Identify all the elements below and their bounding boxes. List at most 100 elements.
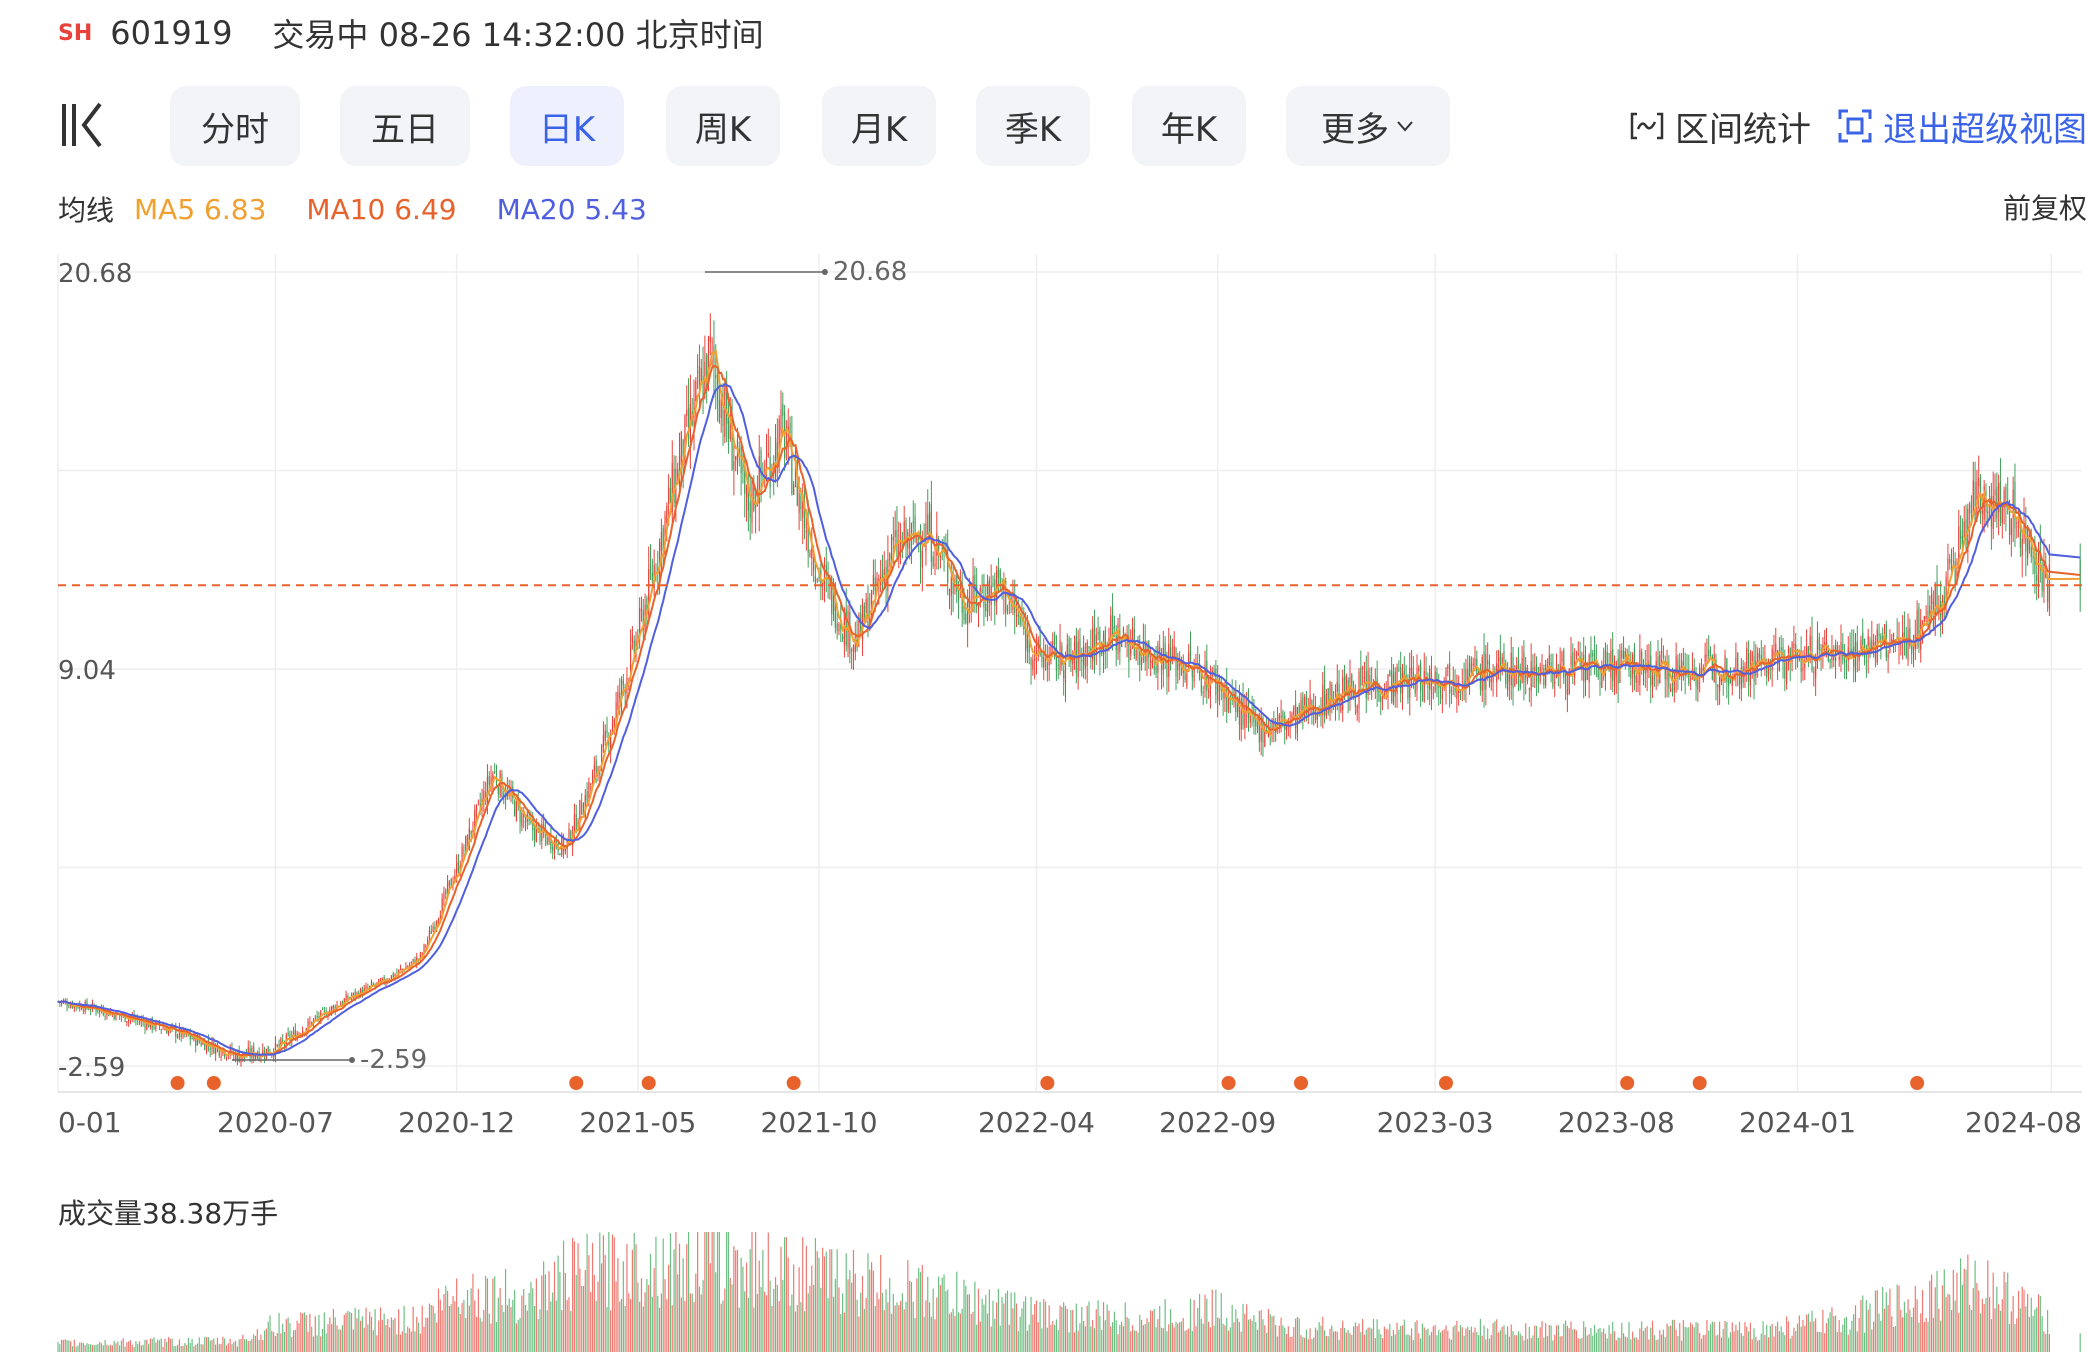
volume-bar xyxy=(2021,1286,2023,1352)
candle-body xyxy=(1564,672,1567,689)
volume-bar xyxy=(379,1307,382,1352)
candle-body xyxy=(947,553,949,583)
candle-body xyxy=(1700,669,1703,674)
volume-bar xyxy=(1592,1335,1594,1352)
volume-bar xyxy=(303,1312,306,1352)
candle xyxy=(1356,704,1358,721)
candle xyxy=(793,481,795,496)
volume-bar xyxy=(1099,1315,1101,1352)
volume-bar xyxy=(950,1312,952,1352)
volume-bar xyxy=(814,1238,817,1352)
volume-bar xyxy=(1235,1309,1237,1352)
tab-daily-k[interactable]: 日K xyxy=(510,86,624,166)
candle-body xyxy=(430,930,432,934)
tab-quarterly-k[interactable]: 季K xyxy=(976,86,1090,166)
candle xyxy=(1195,653,1197,669)
candle-body xyxy=(1622,651,1625,660)
event-marker xyxy=(1221,1076,1236,1090)
volume-bar xyxy=(398,1309,400,1352)
volume-bar xyxy=(425,1317,427,1352)
candle-body xyxy=(113,1014,115,1019)
candle-body xyxy=(1041,654,1043,662)
candle-body xyxy=(548,834,550,842)
candle xyxy=(1157,640,1159,691)
candle-body xyxy=(1119,630,1121,653)
tab-monthly-k[interactable]: 月K xyxy=(822,86,936,166)
candle-body xyxy=(735,456,737,460)
volume-bar xyxy=(936,1297,938,1352)
collapse-k-icon[interactable] xyxy=(58,100,106,150)
volume-bar xyxy=(1115,1320,1117,1352)
candle-body xyxy=(720,399,722,419)
candle-body xyxy=(146,1021,148,1030)
volume-bar xyxy=(1666,1323,1668,1352)
candle xyxy=(1559,647,1561,689)
candle-body xyxy=(1244,706,1246,728)
candle-body xyxy=(1546,661,1549,663)
volume-bar xyxy=(1880,1320,1882,1352)
volume-bar xyxy=(1450,1339,1453,1352)
volume-bar xyxy=(776,1284,778,1352)
volume-bar xyxy=(1193,1299,1195,1352)
candle-body xyxy=(399,968,402,970)
volume-bar xyxy=(1084,1326,1087,1352)
volume-bar xyxy=(1985,1297,1987,1352)
candle-body xyxy=(749,501,751,518)
candle-body xyxy=(831,576,833,615)
volume-bar xyxy=(751,1232,753,1352)
candle-body xyxy=(1273,719,1275,731)
candle xyxy=(1905,626,1907,659)
candle-body xyxy=(456,862,458,874)
candle xyxy=(1514,665,1516,688)
tab-more[interactable]: 更多 xyxy=(1286,86,1450,166)
candle-body xyxy=(552,846,554,851)
candle-body xyxy=(497,786,499,795)
volume-bar xyxy=(869,1269,871,1352)
tab-intraday[interactable]: 分时 xyxy=(170,86,300,166)
candle xyxy=(709,313,711,356)
candle xyxy=(97,1010,99,1014)
tab-five-day[interactable]: 五日 xyxy=(340,86,470,166)
price-chart[interactable]: 20.68-2.59 20.689.04-2.59 0-01 2020-07 202… xyxy=(0,240,2087,1140)
candle-body xyxy=(1474,658,1476,668)
volume-bar xyxy=(1766,1324,1768,1352)
candle-body xyxy=(633,640,635,652)
volume-bar xyxy=(1166,1331,1168,1352)
candle-body xyxy=(490,777,492,789)
volume-bar xyxy=(61,1339,63,1352)
volume-bar xyxy=(1472,1332,1474,1352)
exit-super-view-button[interactable]: 退出超级视图 xyxy=(1837,102,2087,151)
volume-bar xyxy=(129,1340,132,1352)
volume-bar xyxy=(331,1324,333,1352)
range-stats-button[interactable]: 区间统计 xyxy=(1629,102,1811,151)
volume-bar xyxy=(726,1232,728,1352)
volume-bar xyxy=(1724,1320,1726,1352)
price-adjust-selector[interactable]: 前复权 xyxy=(2002,192,2087,225)
candle-body xyxy=(1630,670,1632,679)
volume-bar xyxy=(441,1310,443,1352)
candle xyxy=(1006,604,1009,615)
tab-weekly-k[interactable]: 周K xyxy=(666,86,780,166)
volume-bar xyxy=(706,1232,708,1352)
volume-bar xyxy=(1804,1325,1806,1352)
candle xyxy=(673,455,675,508)
volume-bar xyxy=(1659,1330,1661,1352)
volume-bar xyxy=(1266,1332,1268,1352)
candle-body xyxy=(1744,666,1746,677)
y-tick-label: 9.04 xyxy=(58,656,116,686)
event-marker xyxy=(1910,1076,1925,1090)
volume-bar xyxy=(276,1333,278,1352)
candle-body xyxy=(1604,650,1607,677)
volume-bar xyxy=(387,1318,389,1352)
candle xyxy=(1421,682,1424,702)
volume-bar xyxy=(572,1237,574,1352)
candle-body xyxy=(990,585,992,605)
volume-bar xyxy=(1282,1325,1284,1352)
candle-body xyxy=(758,456,760,504)
tab-yearly-k[interactable]: 年K xyxy=(1132,86,1246,166)
volume-bar xyxy=(1561,1335,1563,1352)
volume-bar xyxy=(1737,1330,1739,1352)
volume-bar xyxy=(729,1277,731,1352)
volume-bar xyxy=(363,1327,365,1352)
volume-bar xyxy=(1329,1328,1331,1352)
